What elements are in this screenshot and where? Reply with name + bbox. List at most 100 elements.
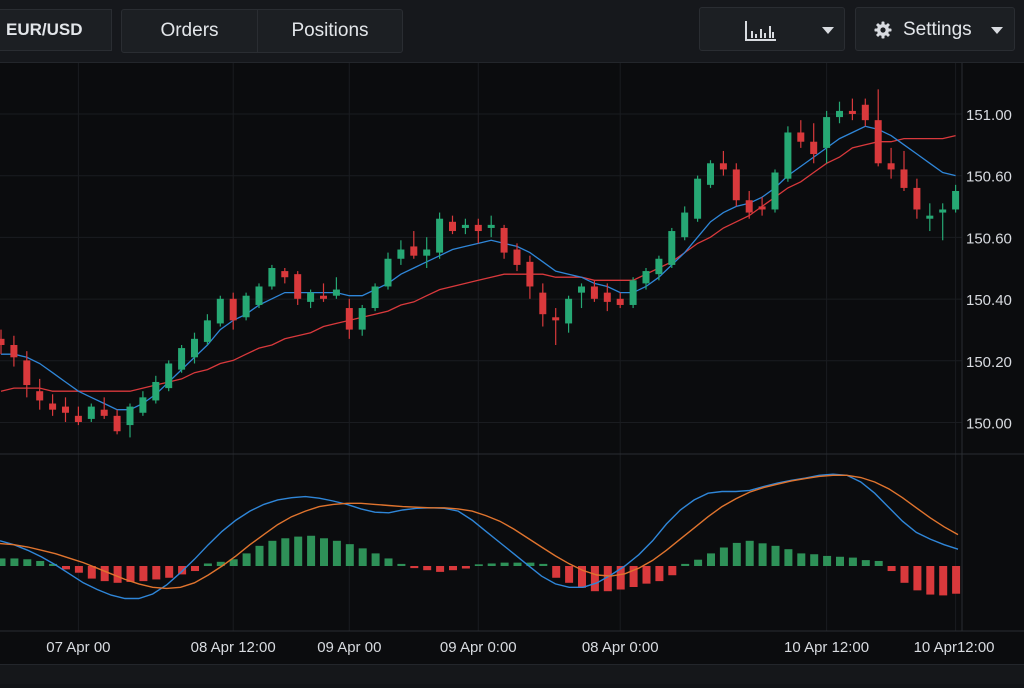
macd-histogram-bar [62, 566, 70, 570]
candle [229, 292, 237, 330]
macd-histogram-bar [449, 566, 457, 571]
macd-histogram-bar [565, 566, 574, 583]
candle [165, 360, 173, 392]
macd-histogram-bar [436, 566, 445, 572]
candle [681, 206, 689, 241]
candle [62, 397, 69, 422]
chart-type-dropdown[interactable] [699, 7, 845, 51]
macd-histogram-bar [913, 566, 922, 591]
macd-histogram-bar [848, 557, 857, 566]
macd-histogram-bar [616, 566, 625, 590]
macd-histogram-bar [74, 566, 83, 573]
macd-histogram-bar [629, 566, 638, 587]
y-tick-label: 150.00 [966, 416, 1012, 433]
chart-area[interactable]: 151.00 150.60 150.60 150.40 150.20 150.00 07 … [0, 63, 1024, 683]
settings-label: Settings [903, 19, 972, 40]
candle [307, 289, 315, 309]
macd-histogram-bar [500, 562, 509, 566]
macd-histogram-bar [87, 566, 96, 579]
y-tick-label: 150.60 [966, 230, 1012, 247]
macd-histogram-bar [0, 558, 6, 566]
candle [0, 329, 5, 355]
macd-histogram-bar [810, 554, 819, 566]
top-toolbar: EUR/USD Orders Positions Settings [0, 0, 1024, 63]
macd-histogram-bar [681, 563, 690, 566]
settings-button[interactable]: Settings [855, 7, 1015, 51]
candle [926, 203, 934, 232]
macd-histogram-bar [294, 536, 303, 566]
macd-histogram-bar [874, 560, 883, 566]
candle [758, 197, 766, 216]
macd-histogram-bar [281, 538, 290, 566]
symbol-selector[interactable]: EUR/USD [0, 9, 112, 51]
macd-histogram-bar [307, 535, 316, 566]
candle [384, 252, 392, 290]
candle [603, 283, 611, 312]
tab-group: Orders Positions [121, 9, 403, 53]
candle [10, 335, 18, 367]
x-tick-label: 09 Apr 00 [317, 639, 381, 656]
candle [732, 163, 740, 207]
macd-histogram-bar [861, 560, 870, 566]
candle [332, 277, 340, 299]
candle [397, 240, 405, 265]
candle [216, 295, 224, 327]
macd-histogram-bar [397, 563, 406, 566]
candles [0, 89, 960, 438]
candle [913, 178, 921, 219]
y-tick-label: 151.00 [966, 107, 1012, 124]
macd-histogram-bar [552, 566, 561, 578]
candle [371, 283, 379, 312]
tab-positions[interactable]: Positions [258, 10, 402, 52]
candle [423, 237, 431, 268]
macd-histogram-bar [526, 562, 535, 566]
candle [358, 304, 366, 336]
candle [191, 332, 198, 364]
macd-histogram-bar [358, 548, 367, 566]
candle [707, 160, 714, 188]
price-chart[interactable]: 151.00 150.60 150.60 150.40 150.20 150.00 07 … [0, 63, 1024, 683]
candle [113, 409, 121, 435]
candle [203, 314, 211, 345]
macd-histogram-bar [578, 566, 586, 588]
chevron-down-icon [991, 27, 1003, 34]
candle [487, 215, 495, 238]
candle [87, 403, 95, 422]
tab-orders[interactable]: Orders [122, 10, 258, 52]
candle [616, 292, 624, 309]
candle [281, 268, 289, 284]
candle [242, 292, 250, 321]
candle [500, 224, 508, 259]
candle [461, 218, 469, 235]
macd-histogram-bar [113, 566, 122, 583]
macd-histogram-bar [771, 545, 780, 566]
candle [784, 126, 792, 182]
macd-histogram-bar [745, 540, 754, 566]
macd-histogram-bar [423, 566, 432, 571]
symbol-label: EUR/USD [6, 20, 83, 39]
candle [552, 308, 560, 345]
candle [861, 98, 869, 127]
candle [810, 123, 818, 164]
bottom-bar [0, 664, 1024, 684]
x-tick-label: 08 Apr 0:00 [582, 639, 659, 656]
macd-histogram-bar [152, 566, 161, 580]
x-tick-label: 10 Apr12:00 [914, 639, 995, 656]
candle [655, 255, 663, 281]
y-tick-label: 150.60 [966, 169, 1012, 186]
candle [139, 391, 147, 416]
candle [49, 394, 57, 416]
candle [629, 277, 637, 309]
macd-histogram-bar [642, 566, 651, 584]
macd-histogram-bar [732, 542, 741, 566]
macd-histogram-bar [668, 566, 677, 576]
macd-histogram-bar [268, 540, 277, 566]
tab-orders-label: Orders [160, 20, 219, 41]
candle [23, 351, 31, 398]
tab-positions-label: Positions [291, 20, 369, 41]
macd-histogram-bar [384, 558, 393, 566]
macd-histogram-bar [513, 562, 522, 566]
candle [36, 378, 44, 410]
macd-histogram-bar [707, 553, 715, 566]
macd-histogram-bar [655, 566, 664, 582]
